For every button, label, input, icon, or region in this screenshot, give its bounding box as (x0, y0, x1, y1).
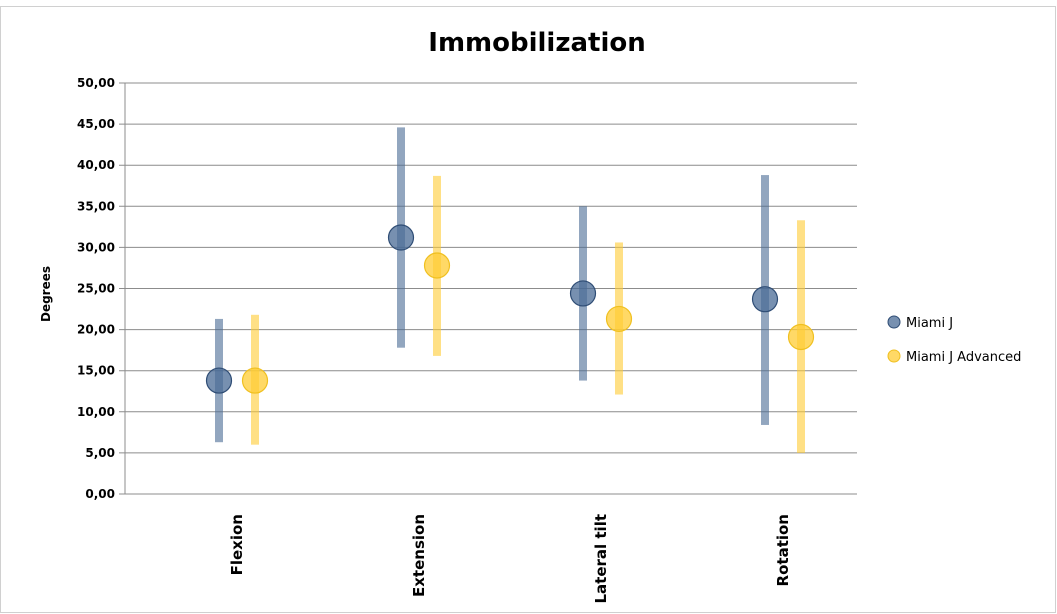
y-tick-label: 50,00 (77, 76, 115, 90)
chart-frame: Immobilization Degrees 0,00 5,00 10,00 15,0… (0, 6, 1056, 613)
legend-label: Miami J Advanced (906, 350, 1021, 365)
error-bars (215, 127, 805, 453)
data-point (569, 280, 597, 307)
legend-marker (887, 349, 901, 363)
data-point (387, 224, 415, 251)
category-label: Flexion (228, 514, 246, 575)
y-tick-label: 30,00 (77, 240, 115, 254)
data-point (205, 367, 233, 394)
y-tick-label: 45,00 (77, 117, 115, 131)
y-tick-label: 25,00 (77, 282, 115, 296)
category-label: Lateral tilt (592, 514, 610, 604)
y-tick-label: 5,00 (85, 446, 115, 460)
y-tick-label: 10,00 (77, 405, 115, 419)
legend-marker (887, 315, 901, 329)
y-tick-labels: 0,00 5,00 10,00 15,00 20,00 25,00 30,00 35,00 40… (77, 76, 115, 501)
chart-title: Immobilization (428, 28, 645, 58)
data-point (787, 323, 815, 351)
legend: Miami J Miami J Advanced (887, 315, 1021, 365)
data-points (205, 224, 815, 394)
y-tick-label: 35,00 (77, 199, 115, 213)
data-point (751, 286, 779, 313)
data-point (423, 252, 451, 279)
y-tick-label: 0,00 (85, 487, 115, 501)
category-labels: Flexion Extension Lateral tilt Rotation (228, 514, 792, 604)
y-tick-label: 15,00 (77, 364, 115, 378)
chart-canvas: Immobilization Degrees 0,00 5,00 10,00 15,0… (39, 28, 1021, 604)
y-tick-label: 40,00 (77, 158, 115, 172)
gridlines (119, 82, 857, 495)
y-tick-label: 20,00 (77, 323, 115, 337)
data-point (605, 305, 633, 333)
category-label: Extension (410, 514, 428, 597)
data-point (241, 367, 269, 394)
legend-label: Miami J (906, 316, 953, 331)
y-axis-label: Degrees (39, 266, 53, 322)
category-label: Rotation (774, 514, 792, 586)
